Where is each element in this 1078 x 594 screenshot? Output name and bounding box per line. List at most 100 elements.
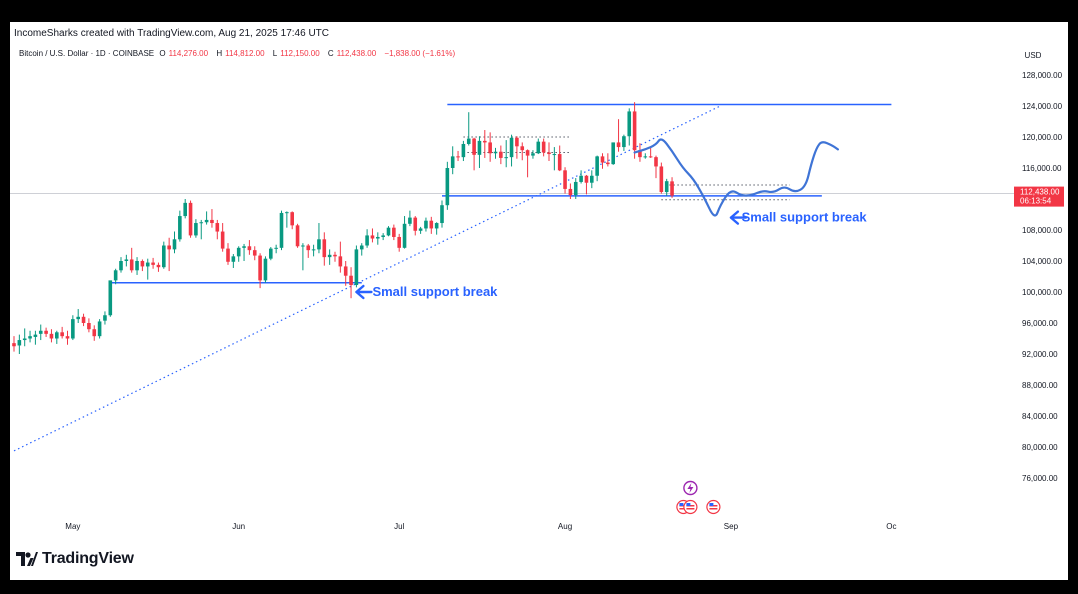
y-tick-label: 92,000.00	[1022, 350, 1058, 359]
candle-body	[220, 231, 225, 249]
y-tick-label: 84,000.00	[1022, 412, 1058, 421]
ohlc-close: C 112,438.00	[327, 49, 377, 58]
candle-body	[279, 212, 284, 248]
candle-body	[103, 315, 107, 321]
candle-body	[376, 236, 380, 239]
candle-body	[28, 336, 32, 339]
y-tick-label: 124,000.00	[1022, 102, 1063, 111]
chart-canvas[interactable]: USD 128,000.00 124,000.00 120,000.00 116,000…	[10, 22, 1068, 580]
candle-body	[210, 219, 214, 224]
y-tick-label: 108,000.00	[1022, 226, 1063, 235]
y-tick-label: 80,000.00	[1022, 443, 1058, 452]
candle-body	[365, 235, 369, 246]
ohlc-open: O 114,276.00	[159, 49, 209, 58]
us-flag-icon	[683, 499, 698, 515]
candle-body	[579, 175, 583, 182]
candle-body	[22, 338, 27, 341]
trendline-dotted	[13, 105, 721, 452]
candle-body	[643, 156, 648, 158]
candle-body	[12, 343, 16, 347]
candle-body	[557, 154, 562, 171]
x-tick-label: Jul	[394, 522, 404, 531]
candle-body	[81, 316, 86, 323]
candle-body	[108, 280, 113, 316]
candle-body	[322, 239, 327, 258]
candle-body	[226, 248, 230, 262]
y-tick-label: 88,000.00	[1022, 381, 1058, 390]
candle-body	[648, 156, 653, 158]
candle-body	[445, 168, 450, 206]
support-break-annotation: Small support break	[742, 210, 868, 225]
candle-body	[317, 239, 321, 250]
support-break-annotation: Small support break	[372, 284, 498, 299]
ohlc-high: H 114,812.00	[216, 49, 265, 58]
candle-body	[413, 217, 418, 231]
candle-body	[359, 245, 364, 250]
last-price-tag	[1014, 186, 1064, 207]
candle-body	[333, 254, 337, 257]
candle-body	[76, 316, 80, 320]
candle-body	[488, 142, 492, 154]
candle-body	[151, 262, 155, 265]
candle-body	[424, 220, 428, 229]
candle-body	[285, 212, 289, 214]
candle-body	[349, 275, 353, 286]
candle-body	[504, 157, 508, 159]
candle-body	[456, 156, 460, 158]
flag-canton	[709, 503, 714, 506]
y-tick-label: 128,000.00	[1022, 71, 1063, 80]
flag-canton	[686, 503, 691, 506]
candle-body	[188, 202, 193, 236]
candle-body	[472, 138, 476, 155]
candle-body	[269, 248, 273, 259]
candle-body	[632, 111, 637, 151]
attribution-text: IncomeSharks created with TradingView.co…	[14, 28, 329, 39]
candle-body	[520, 146, 525, 151]
candle-body	[33, 334, 38, 337]
candle-body	[590, 175, 594, 183]
candle-body	[124, 259, 129, 261]
candle-body	[55, 332, 59, 339]
candle-body	[606, 162, 610, 165]
candle-body	[145, 262, 150, 267]
candle-body	[247, 246, 252, 251]
flag-stripe	[679, 508, 688, 510]
candle-body	[44, 330, 48, 334]
candle-body	[573, 181, 578, 196]
candle-body	[483, 140, 487, 143]
tradingview-logo[interactable]: TradingView	[16, 549, 134, 569]
left-arrow-icon	[355, 284, 373, 300]
chart-frame: USD 128,000.00 124,000.00 120,000.00 116,000…	[10, 22, 1068, 580]
flag-stripe	[686, 508, 695, 510]
price-change: −1,838.00 (−1.61%)	[384, 49, 456, 58]
x-tick-label: Sep	[724, 522, 739, 531]
candle-body	[595, 156, 599, 176]
x-tick-label: Jun	[232, 522, 245, 531]
candle-body	[178, 216, 182, 240]
candle-body	[183, 202, 187, 217]
x-tick-label: May	[65, 522, 80, 531]
candle-body	[274, 247, 278, 249]
y-tick-label: 76,000.00	[1022, 474, 1058, 483]
candle-body	[71, 319, 75, 339]
candle-body	[397, 236, 401, 248]
candle-body	[199, 222, 204, 224]
left-arrow-icon	[729, 210, 748, 225]
y-tick-label: 100,000.00	[1022, 288, 1063, 297]
candle-body	[87, 323, 91, 330]
candle-body	[236, 247, 241, 257]
candle-body	[515, 137, 519, 147]
candle-body	[135, 261, 139, 271]
candle-body	[290, 212, 294, 226]
candle-body	[552, 154, 557, 156]
y-tick-label: 116,000.00	[1022, 164, 1062, 173]
flag-canton	[679, 503, 684, 506]
candle-body	[429, 220, 434, 229]
candle-body	[140, 261, 145, 267]
x-tick-label: Aug	[558, 522, 572, 531]
y-tick-label: 96,000.00	[1022, 319, 1058, 328]
candle-body	[499, 151, 503, 158]
candle-body	[119, 261, 123, 271]
candle-body	[440, 205, 444, 224]
